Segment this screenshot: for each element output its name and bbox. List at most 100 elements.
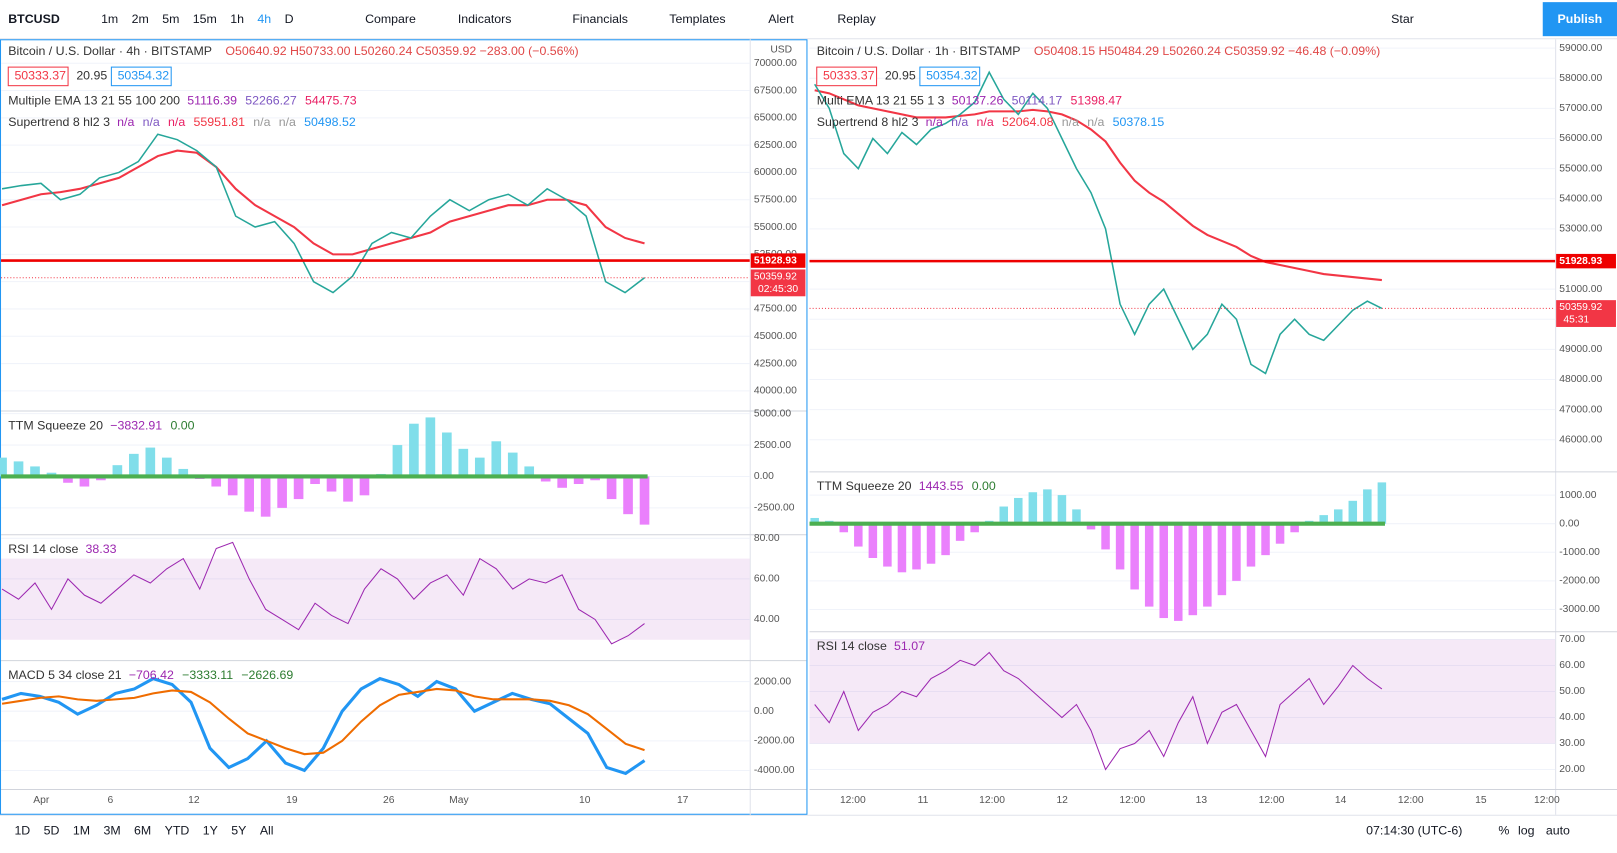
interval-button[interactable]: 2m xyxy=(132,12,149,26)
range-button[interactable]: 1D xyxy=(14,824,30,838)
histogram-bar xyxy=(1319,515,1328,524)
last-price-tag xyxy=(750,269,806,297)
y-tick-label: 80.00 xyxy=(754,533,780,544)
y-tick-label: 42500.00 xyxy=(754,358,797,369)
y-tick-label: 49000.00 xyxy=(1559,344,1602,355)
countdown: 02:45:30 xyxy=(758,284,798,295)
level-label: 51928.93 xyxy=(1559,256,1602,267)
range-button[interactable]: 3M xyxy=(103,824,120,838)
macd-line xyxy=(1,676,646,776)
histogram-bar xyxy=(926,523,936,564)
range-button[interactable]: 6M xyxy=(134,824,151,838)
histogram-bar xyxy=(1115,523,1125,570)
interval-button[interactable]: 4h xyxy=(257,12,271,26)
histogram-bar xyxy=(1174,523,1183,621)
rsi-line xyxy=(1,541,645,645)
range-button[interactable]: 5D xyxy=(44,824,60,838)
histogram-bar xyxy=(1188,523,1198,616)
alert-button[interactable]: Alert xyxy=(768,12,794,26)
pane-reading: 0.00 xyxy=(170,418,194,432)
x-tick-label: 14 xyxy=(1335,795,1347,806)
last-price-tag xyxy=(1556,300,1616,327)
x-tick-label: 15 xyxy=(1475,795,1487,806)
y-tick-label: 60.00 xyxy=(1559,660,1585,671)
percent-toggle[interactable]: % xyxy=(1498,824,1509,838)
y-tick-label: 2500.00 xyxy=(754,440,791,451)
indicators-button[interactable]: Indicators xyxy=(458,12,512,26)
histogram-bar xyxy=(293,476,304,500)
interval-button[interactable]: D xyxy=(285,12,294,26)
bid-box xyxy=(816,66,878,87)
bid: 50333.37 xyxy=(823,69,875,83)
interval-button[interactable]: 15m xyxy=(193,12,217,26)
y-tick-label: 47500.00 xyxy=(754,304,797,315)
y-tick-label: 40000.00 xyxy=(754,386,797,397)
histogram-bar xyxy=(211,476,222,487)
y-tick-label: 57500.00 xyxy=(754,194,797,205)
histogram-bar xyxy=(606,476,617,500)
publish-button[interactable]: Publish xyxy=(1558,12,1603,26)
study-value: 51398.47 xyxy=(1070,93,1122,107)
x-tick-label: 12:00 xyxy=(1119,795,1145,806)
histogram-bar xyxy=(392,445,403,477)
auto-toggle[interactable]: auto xyxy=(1546,824,1570,838)
histogram-bar xyxy=(912,523,921,570)
level-tag xyxy=(750,253,806,268)
x-tick-label: Apr xyxy=(33,795,50,806)
replay-button[interactable]: Replay xyxy=(837,12,876,26)
study-name: Multiple EMA 13 21 55 100 200 xyxy=(8,93,180,107)
range-button[interactable]: 1M xyxy=(73,824,90,838)
y-tick-label: 30.00 xyxy=(1559,738,1585,749)
y-tick-label: 40.00 xyxy=(754,614,780,625)
bottom-bar xyxy=(0,814,1617,853)
ohlc: O50408.15 H50484.29 L50260.24 C50359.92 … xyxy=(1034,44,1380,58)
histogram-bar xyxy=(409,423,419,477)
publish-bg[interactable] xyxy=(1542,2,1617,37)
symbol[interactable]: BTCUSD xyxy=(8,12,60,26)
y-tick-label: 20.00 xyxy=(1559,764,1585,775)
histogram-bar xyxy=(359,476,370,496)
interval-button[interactable]: 5m xyxy=(162,12,179,26)
x-tick-label: 6 xyxy=(107,795,113,806)
compare-button[interactable]: Compare xyxy=(365,12,416,26)
interval-button[interactable]: 1h xyxy=(230,12,244,26)
ask-box xyxy=(110,66,172,87)
histogram-bar xyxy=(999,506,1009,524)
star-button[interactable]: Star xyxy=(1391,12,1414,26)
histogram-bar xyxy=(1275,523,1285,544)
x-tick-label: 12:00 xyxy=(840,795,866,806)
y-tick-label: 40.00 xyxy=(1559,712,1585,723)
histogram-bar xyxy=(1144,523,1154,607)
y-tick-label: -1000.00 xyxy=(1559,547,1600,558)
pane-reading: 38.33 xyxy=(86,542,117,556)
range-button[interactable]: All xyxy=(260,824,274,838)
interval-button[interactable]: 1m xyxy=(101,12,118,26)
histogram-bar xyxy=(839,523,849,533)
x-tick-label: 17 xyxy=(677,795,689,806)
bid: 50333.37 xyxy=(14,69,66,83)
range-button[interactable]: 5Y xyxy=(231,824,246,838)
templates-button[interactable]: Templates xyxy=(669,12,725,26)
y-tick-label: 65000.00 xyxy=(754,113,797,124)
spread: 20.95 xyxy=(76,69,107,83)
y-tick-label: 55000.00 xyxy=(754,222,797,233)
x-tick-label: 12 xyxy=(188,795,200,806)
ema-line xyxy=(814,89,1382,282)
study-value: n/a xyxy=(1087,115,1104,129)
y-tick-label: 60.00 xyxy=(754,574,780,585)
y-tick-label: -2000.00 xyxy=(1559,576,1600,587)
study-value: 50114.17 xyxy=(1012,93,1063,107)
histogram-bar xyxy=(1203,523,1212,607)
log-toggle[interactable]: log xyxy=(1518,824,1535,838)
pane-reading: 1443.55 xyxy=(919,479,964,493)
study-value: n/a xyxy=(253,115,270,129)
histogram-bar xyxy=(883,523,892,567)
study-value: 54475.73 xyxy=(305,93,357,107)
histogram-bar xyxy=(955,523,965,541)
range-button[interactable]: 1Y xyxy=(203,824,218,838)
ask-box xyxy=(919,66,981,87)
histogram-bar xyxy=(260,476,271,517)
chart-title: Bitcoin / U.S. Dollar · 4h · BITSTAMP xyxy=(8,44,212,58)
range-button[interactable]: YTD xyxy=(165,824,190,838)
financials-button[interactable]: Financials xyxy=(572,12,628,26)
